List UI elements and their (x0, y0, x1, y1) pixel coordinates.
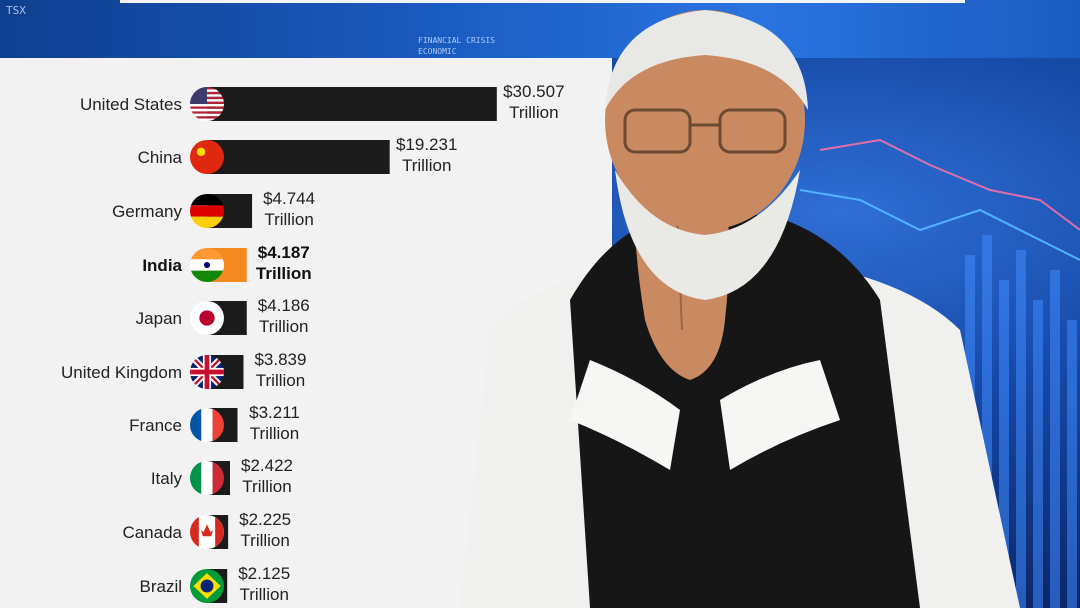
country-label: India (142, 256, 182, 275)
uk-flag-icon (190, 355, 224, 389)
france-flag-icon (190, 408, 224, 442)
value-unit-label: Trillion (259, 317, 308, 336)
country-label: Brazil (139, 577, 182, 596)
canada-flag-icon (190, 515, 224, 549)
value-unit-label: Trillion (402, 156, 451, 175)
us-flag-icon (190, 87, 224, 121)
value-unit-label: Trillion (509, 103, 558, 122)
value-label: $2.125 (238, 564, 290, 583)
top-banner (0, 0, 1080, 58)
country-label: France (129, 416, 182, 435)
bar-united-states (207, 87, 497, 121)
country-label: United States (80, 95, 182, 114)
country-label: China (138, 148, 183, 167)
ticker-text-1: FINANCIAL CRISIS (418, 36, 496, 45)
value-label: $4.187 (258, 243, 310, 262)
india-flag-icon (190, 248, 224, 282)
value-label: $19.231 (396, 135, 457, 154)
person-photo (460, 10, 1020, 608)
country-label: Canada (122, 523, 182, 542)
value-label: $30.507 (503, 82, 564, 101)
value-unit-label: Trillion (250, 424, 299, 443)
value-label: $2.422 (241, 456, 293, 475)
value-unit-label: Trillion (264, 210, 313, 229)
value-label: $3.839 (254, 350, 306, 369)
bar-chart: United States $30.507 Trillion China $19.231… (61, 82, 565, 604)
country-label: United Kingdom (61, 363, 182, 382)
italy-flag-icon (190, 461, 224, 495)
value-unit-label: Trillion (256, 264, 312, 283)
country-label: Germany (112, 202, 182, 221)
ticker-label: TSX (6, 4, 26, 17)
value-unit-label: Trillion (242, 477, 291, 496)
value-unit-label: Trillion (240, 531, 289, 550)
value-label: $3.211 (249, 403, 300, 422)
ticker-text-2: ECONOMIC (418, 47, 457, 56)
country-label: Japan (136, 309, 182, 328)
value-unit-label: Trillion (239, 585, 288, 604)
bar-china (207, 140, 390, 174)
china-flag-icon (190, 140, 224, 174)
germany-flag-icon (190, 194, 224, 228)
brazil-flag-icon (190, 569, 224, 603)
top-strip (120, 0, 965, 3)
value-label: $2.225 (239, 510, 291, 529)
value-unit-label: Trillion (256, 371, 305, 390)
value-label: $4.186 (258, 296, 310, 315)
country-label: Italy (151, 469, 183, 488)
japan-flag-icon (190, 301, 224, 335)
value-label: $4.744 (263, 189, 315, 208)
